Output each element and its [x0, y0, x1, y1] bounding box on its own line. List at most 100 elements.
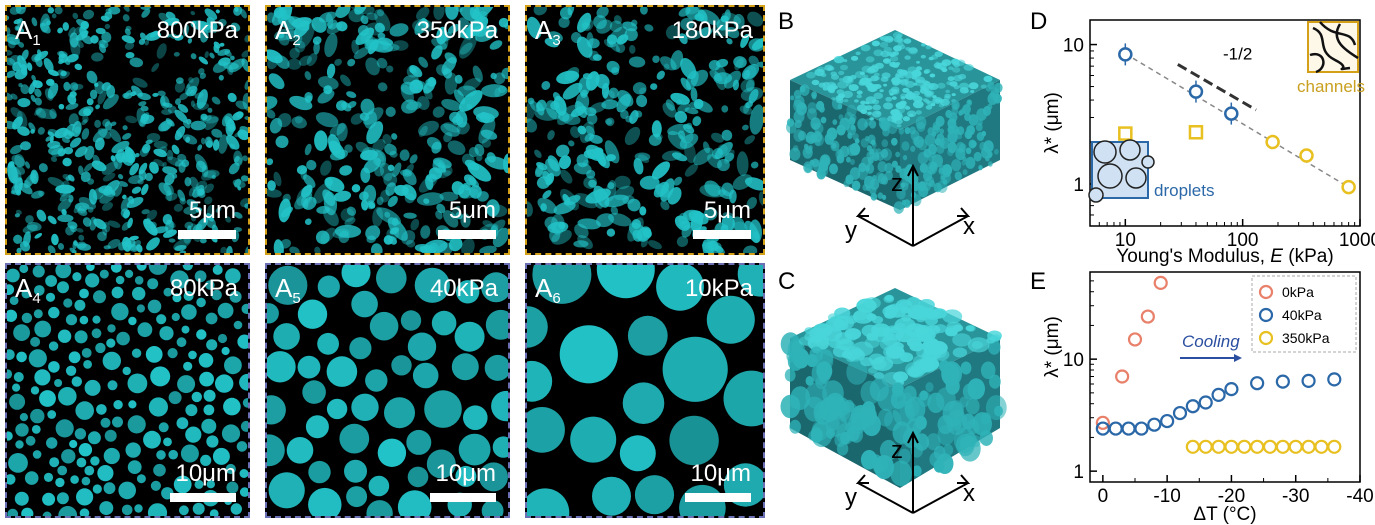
legend-entry: 40kPa	[1282, 307, 1322, 323]
micrograph-a6: A6 10kPa 10μm	[525, 263, 765, 518]
axis-triad	[855, 163, 971, 247]
y-axis-label: λ* (μm)	[1042, 92, 1063, 154]
legend-entry: 0kPa	[1282, 284, 1314, 300]
micrograph-texture	[527, 7, 763, 253]
micrograph-modulus: 180kPa	[671, 17, 753, 44]
micrograph-modulus: 40kPa	[429, 275, 498, 302]
micrograph-texture	[527, 265, 763, 516]
micrograph-label: A3	[535, 15, 561, 50]
inset-label-droplets: droplets	[1154, 181, 1214, 200]
micrograph-label: A5	[275, 273, 301, 308]
panel-label-d: D	[1030, 8, 1048, 35]
micrograph-label: A1	[15, 15, 41, 50]
data-point-350kPa	[1198, 439, 1213, 454]
scalebar	[178, 230, 236, 239]
slope-label: -1/2	[1223, 45, 1252, 64]
data-point-40kPa	[1301, 373, 1316, 388]
data-point-350kPa	[1237, 439, 1252, 454]
data-point-40kPa	[1160, 413, 1175, 429]
x-axis-label: Young's Modulus, E (kPa)	[1116, 246, 1333, 267]
x-tick-label: 1000	[1339, 230, 1375, 251]
data-point-350kPa	[1314, 439, 1329, 454]
data-point-0kPa	[1140, 309, 1155, 324]
data-point-350kPa	[1262, 439, 1278, 454]
x-tick-label: -40	[1346, 486, 1373, 507]
panel-label-c: C	[778, 268, 796, 295]
micrograph-label: A4	[15, 273, 41, 308]
micrograph-texture	[7, 265, 248, 516]
data-point-40kPa	[1147, 417, 1162, 432]
y-tick-label: 10	[1063, 36, 1084, 57]
data-point	[1188, 84, 1204, 99]
data-point-350kPa	[1275, 439, 1290, 454]
plot-frame	[1089, 19, 1361, 227]
data-point-40kPa	[1224, 382, 1239, 397]
data-point-40kPa	[1327, 372, 1342, 387]
inset-label-channels: channels	[1297, 77, 1365, 96]
data-point-350kPa	[1224, 439, 1239, 454]
data-point-40kPa	[1134, 421, 1149, 436]
scalebar	[170, 493, 236, 502]
axis-x-label: x	[963, 213, 975, 240]
axis-z-label: z	[891, 437, 903, 464]
scalebar-label: 5μm	[448, 197, 496, 224]
legend-entry: 350kPa	[1282, 330, 1330, 346]
data-point-40kPa	[1121, 421, 1136, 436]
panel-label-e: E	[1030, 268, 1047, 295]
data-point-40kPa	[1108, 421, 1123, 436]
data-point-0kPa	[1153, 275, 1168, 290]
data-point-0kPa	[1127, 332, 1143, 347]
axis-y-label: y	[845, 484, 857, 511]
data-point-40kPa	[1250, 376, 1265, 391]
legend: 0kPa 40kPa 350kPa	[1251, 275, 1357, 353]
y-tick-label: 10	[1063, 350, 1084, 371]
data-point-0kPa	[1115, 369, 1130, 384]
scalebar	[685, 493, 751, 502]
cooling-annotation: Cooling	[1182, 332, 1240, 351]
micrograph-modulus: 10kPa	[684, 275, 753, 302]
micrograph-label: A6	[535, 273, 561, 308]
data-point-40kPa	[1211, 387, 1226, 402]
scalebar	[693, 230, 751, 239]
x-axis-label: ΔT (°C)	[1193, 504, 1256, 525]
micrograph-texture	[7, 7, 248, 253]
data-point	[1265, 134, 1280, 150]
data-point-350kPa	[1288, 439, 1303, 454]
y-tick-label: 1	[1073, 462, 1084, 483]
axis-triad	[855, 430, 971, 514]
data-point	[1341, 179, 1356, 195]
data-point-350kPa	[1185, 439, 1200, 454]
data-point-40kPa	[1198, 395, 1213, 410]
chart-e-wavelength-vs-cooling: 0 -10 -20 -30 -40 1 10 ΔT (°C) λ* (μm) 0kPa 40kPa 3…	[1042, 271, 1374, 525]
micrograph-texture	[267, 7, 508, 253]
render-3d-droplets: z y x	[780, 288, 1007, 514]
scalebar-label: 10μm	[690, 460, 751, 487]
micrograph-modulus: 350kPa	[416, 17, 498, 44]
scalebar-label: 10μm	[175, 460, 236, 487]
data-point-40kPa	[1172, 405, 1188, 421]
x-tick-label: -30	[1282, 486, 1309, 507]
x-tick-label: 0	[1098, 486, 1109, 507]
x-tick-label: 100	[1227, 230, 1259, 251]
micrograph-a1: A1 800kPa 5μm	[5, 5, 250, 255]
data-point-350kPa	[1301, 439, 1316, 454]
micrograph-a3: A3 180kPa 5μm	[525, 5, 765, 255]
x-tick-label: -10	[1153, 486, 1180, 507]
micrograph-modulus: 800kPa	[156, 17, 238, 44]
data-point-40kPa	[1275, 374, 1290, 389]
micrograph-a2: A2 350kPa 5μm	[265, 5, 510, 255]
x-tick-label: 10	[1115, 230, 1136, 251]
data-point-square	[1188, 125, 1204, 140]
data-point-350kPa	[1211, 439, 1226, 454]
data-point	[1118, 47, 1133, 62]
micrograph-modulus: 80kPa	[169, 275, 238, 302]
micrograph-texture	[267, 265, 508, 516]
scalebar-label: 10μm	[435, 460, 496, 487]
data-point-350kPa	[1250, 439, 1265, 454]
data-point-350kPa	[1327, 439, 1342, 454]
fit-line	[1124, 53, 1350, 188]
slope-guide	[1177, 63, 1257, 112]
data-point-0kPa	[1095, 415, 1110, 430]
micrograph-a5: A5 40kPa 10μm	[265, 263, 510, 518]
axis-x-label: x	[963, 480, 975, 507]
